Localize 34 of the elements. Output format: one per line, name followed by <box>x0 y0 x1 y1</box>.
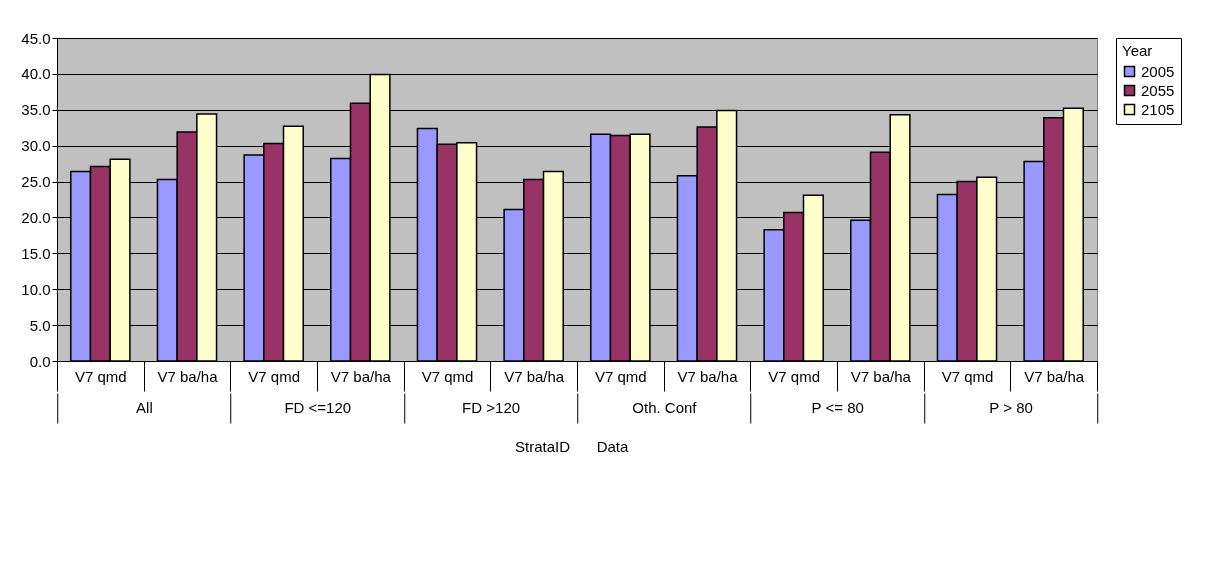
text: P <= 80 <box>811 398 864 416</box>
y-tick-label: 15.0 <box>21 244 51 262</box>
x-tick-label: V7 qmd <box>421 367 474 385</box>
x-tick-label: V7 qmd <box>74 367 127 385</box>
y-tick-label: 10.0 <box>21 280 51 298</box>
text: FD <=120 <box>284 398 352 416</box>
text: FD >120 <box>462 398 521 416</box>
x-tick-label: V7 qmd <box>248 367 301 385</box>
text: P > 80 <box>989 398 1033 416</box>
y-tick-label: 40.0 <box>21 65 51 83</box>
x-tick-label: V7 ba/ha <box>677 367 739 385</box>
y-tick-label: 35.0 <box>21 101 51 119</box>
text: Oth. Conf <box>632 398 698 416</box>
y-tick-label: 5.0 <box>29 316 51 334</box>
x-tick-label: V7 ba/ha <box>330 367 392 385</box>
x-tick-label: V7 qmd <box>594 367 647 385</box>
y-tick-label: 20.0 <box>21 208 51 226</box>
text: Data <box>596 438 629 455</box>
y-tick-label: 0.0 <box>29 352 51 370</box>
x-tick-label: V7 qmd <box>941 367 994 385</box>
text: StrataID <box>514 438 571 455</box>
legend-label: 2055 <box>1141 81 1175 99</box>
y-tick-label: 25.0 <box>21 173 51 191</box>
x-tick-label: V7 ba/ha <box>157 367 219 385</box>
text: All <box>136 398 153 416</box>
y-tick-label: 30.0 <box>21 137 51 155</box>
x-tick-label: V7 ba/ha <box>504 367 565 385</box>
y-tick-label: 45.0 <box>21 29 51 47</box>
x-tick-label: V7 ba/ha <box>1024 367 1085 385</box>
legend-title: Year <box>1122 42 1153 59</box>
x-tick-label: V7 ba/ha <box>850 367 912 385</box>
legend-label: 2005 <box>1141 62 1175 80</box>
x-tick-label: V7 qmd <box>768 367 821 385</box>
legend-label: 2105 <box>1141 100 1175 118</box>
